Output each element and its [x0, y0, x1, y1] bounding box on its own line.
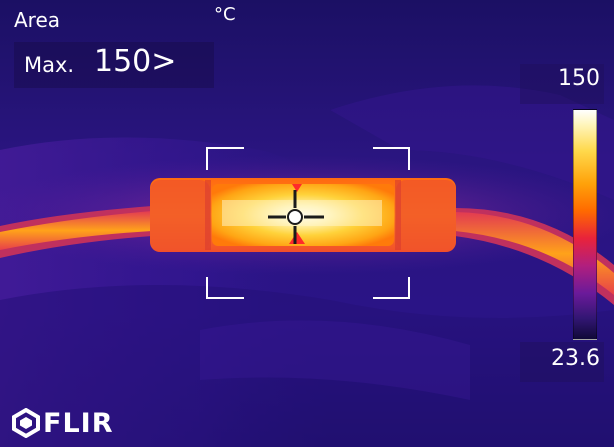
brand-name: FLIR: [43, 407, 114, 439]
scale-min-value: 23.6: [551, 346, 600, 371]
flir-logo-icon: [12, 408, 40, 438]
scale-max-value: 150: [558, 66, 600, 91]
measurement-mode-label: Area: [14, 8, 61, 32]
max-temperature-value: 150>: [94, 44, 177, 79]
temperature-unit-label: °C: [214, 4, 236, 25]
temperature-color-scale: [573, 109, 597, 340]
measurement-area-frame: [206, 147, 410, 299]
scale-min-panel: [520, 342, 604, 382]
center-crosshair: [268, 190, 324, 244]
brand-logo: FLIR: [12, 406, 114, 440]
scale-max-panel: [520, 64, 604, 104]
max-label: Max.: [24, 53, 75, 77]
max-readout-panel: [14, 42, 214, 88]
